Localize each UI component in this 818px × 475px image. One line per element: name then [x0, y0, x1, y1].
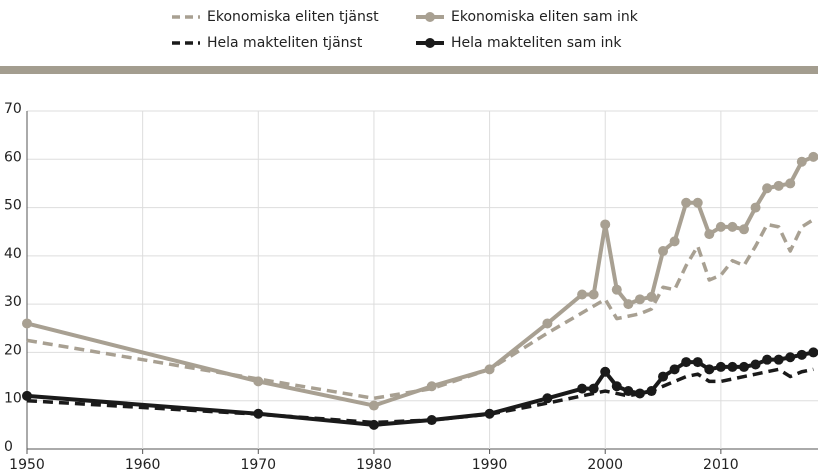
point [681, 197, 692, 208]
point [796, 349, 807, 360]
point [669, 364, 680, 375]
point [426, 415, 437, 426]
point [750, 202, 761, 213]
point [623, 386, 634, 397]
point [715, 361, 726, 372]
point [646, 386, 657, 397]
x-tick-label: 1990 [472, 457, 508, 473]
point [692, 197, 703, 208]
x-tick-label: 1960 [125, 457, 161, 473]
point [762, 183, 773, 194]
point [623, 299, 634, 310]
point [727, 361, 738, 372]
x-tick-label: 1950 [9, 457, 45, 473]
point [646, 291, 657, 302]
legend-marker [425, 12, 435, 22]
point [588, 383, 599, 394]
series-line [26, 367, 814, 425]
point [611, 284, 622, 295]
point [762, 354, 773, 365]
point [634, 294, 645, 305]
y-tick-label: 70 [4, 101, 22, 117]
point [542, 318, 553, 329]
point [577, 383, 588, 394]
point [681, 357, 692, 368]
point [368, 419, 379, 430]
y-tick-label: 30 [4, 294, 22, 310]
x-tick-label: 2010 [703, 457, 739, 473]
point [773, 180, 784, 191]
point [715, 221, 726, 232]
point [727, 221, 738, 232]
point [808, 347, 818, 358]
point [773, 354, 784, 365]
point [577, 289, 588, 300]
point [634, 388, 645, 399]
point [738, 361, 749, 372]
point [669, 236, 680, 247]
y-tick-label: 40 [4, 246, 22, 262]
point [484, 408, 495, 419]
y-tick-label: 20 [4, 342, 22, 358]
point [704, 229, 715, 240]
point [785, 352, 796, 363]
point [484, 364, 495, 375]
series-line [26, 155, 815, 408]
y-tick-label: 0 [4, 439, 13, 455]
point [253, 408, 264, 419]
point [785, 178, 796, 189]
series-line [26, 218, 815, 401]
x-tick-label: 1980 [356, 457, 392, 473]
point [22, 390, 32, 401]
point [796, 156, 807, 167]
point [600, 219, 611, 230]
legend-label: Ekonomiska eliten tjänst [207, 9, 379, 25]
point [542, 393, 553, 404]
point [22, 318, 32, 329]
legend-label: Hela makteliten tjänst [207, 35, 363, 51]
legend-label: Hela makteliten sam ink [451, 35, 622, 51]
point [750, 359, 761, 370]
x-tick-label: 2000 [587, 457, 623, 473]
point [808, 151, 818, 162]
y-tick-label: 60 [4, 149, 22, 165]
point [704, 364, 715, 375]
point [426, 381, 437, 392]
legend-label: Ekonomiska eliten sam ink [451, 9, 639, 25]
y-tick-label: 10 [4, 391, 22, 407]
point [611, 381, 622, 392]
x-tick-label: 1970 [240, 457, 276, 473]
point [588, 289, 599, 300]
point [738, 224, 749, 235]
point [368, 400, 379, 411]
header-band [0, 66, 818, 74]
point [600, 366, 611, 377]
legend-marker [425, 38, 435, 48]
plot [22, 151, 818, 430]
point [692, 357, 703, 368]
point [253, 376, 264, 387]
point [658, 371, 669, 382]
y-tick-label: 50 [4, 198, 22, 214]
point [658, 246, 669, 257]
